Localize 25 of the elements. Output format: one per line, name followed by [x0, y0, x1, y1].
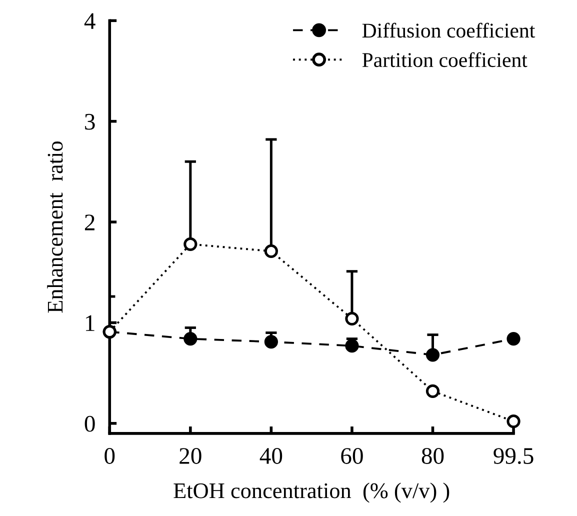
x-tick-label: 80 — [422, 448, 444, 464]
point — [426, 348, 440, 362]
x-tick-label: 20 — [180, 448, 202, 464]
point — [264, 244, 278, 258]
point — [426, 384, 440, 398]
point — [506, 332, 520, 346]
point — [264, 335, 278, 349]
y-tick-label: 0 — [84, 416, 95, 432]
legend-label: Diffusion coefficient — [362, 22, 536, 38]
y-tick-label: 3 — [85, 114, 95, 130]
point — [345, 339, 359, 353]
point — [184, 332, 198, 346]
x-axis-title: EtOH concentration (% (v/v) ) — [174, 482, 450, 503]
point — [345, 312, 359, 326]
point — [506, 414, 520, 428]
x-tick-label: 0 — [104, 448, 115, 464]
x-tick-label: 60 — [341, 448, 363, 464]
x-tick-label: 40 — [260, 448, 282, 464]
y-tick-label: 4 — [84, 13, 96, 29]
x-tick-label: 99.5 — [494, 448, 534, 464]
y-tick-label: 1 — [86, 315, 94, 331]
y-tick-label: 2 — [84, 214, 94, 230]
y-axis-title: Enhancement ratio — [47, 142, 63, 313]
legend-label: Partition coefficient — [362, 52, 528, 68]
point — [184, 237, 198, 251]
